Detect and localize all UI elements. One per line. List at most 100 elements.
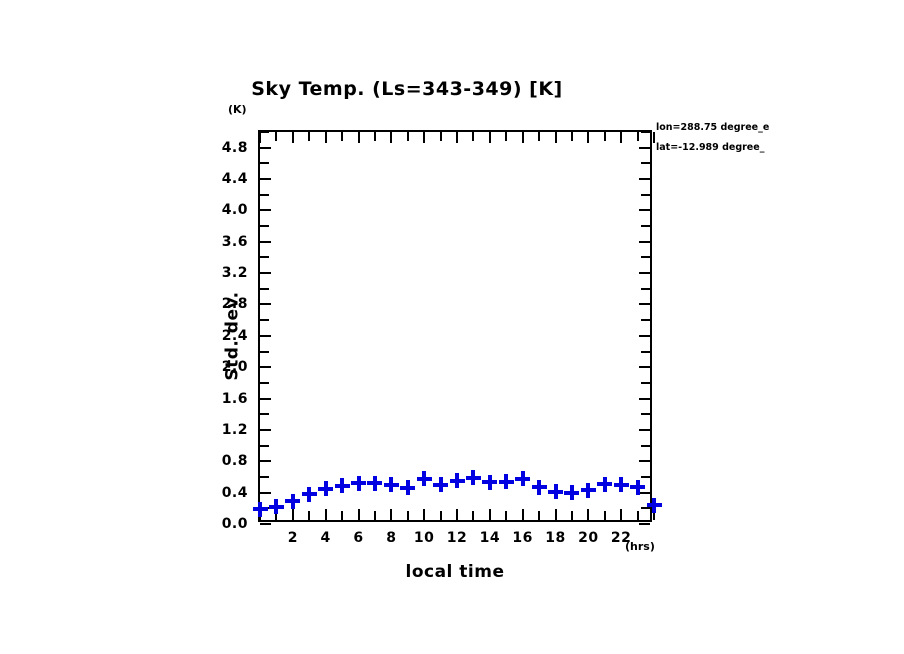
data-point-marker (433, 477, 449, 493)
chart-title: Sky Temp. (Ls=343-349) [K] (0, 78, 904, 100)
y-axis-tick (260, 146, 271, 149)
x-axis-tick (275, 132, 278, 141)
x-axis-tick (308, 511, 311, 520)
x-axis-tick (587, 132, 590, 143)
y-axis-tick (260, 287, 269, 290)
x-axis-tick-label: 10 (413, 530, 435, 546)
y-axis-tick (260, 523, 271, 525)
x-axis-tick (505, 132, 508, 141)
x-axis-tick (603, 132, 606, 141)
x-axis-tick-label: 20 (578, 530, 599, 546)
y-axis-tick (260, 162, 269, 165)
data-point-marker (367, 475, 383, 491)
y-axis-tick (260, 303, 271, 306)
data-point-marker (630, 479, 646, 495)
y-axis-tick-label: 0.0 (221, 516, 248, 532)
x-axis-tick (373, 132, 376, 141)
y-axis-tick-label: 4.0 (221, 202, 248, 219)
y-axis-tick (260, 334, 271, 337)
x-axis-tick-label: 16 (512, 530, 533, 546)
data-point-marker (334, 478, 350, 494)
y-axis-tick (639, 272, 650, 275)
y-axis-tick (260, 428, 271, 431)
y-axis-title: Std. dev. (222, 291, 243, 381)
data-point-marker (416, 471, 432, 487)
x-axis-tick (406, 511, 409, 520)
y-axis-tick-label: 1.6 (221, 390, 248, 407)
y-axis-tick (639, 428, 650, 431)
x-axis-unit-label: (hrs) (625, 540, 655, 553)
y-axis-tick (260, 491, 271, 494)
x-axis-tick (570, 132, 573, 141)
x-axis-tick-label: 2 (287, 530, 298, 546)
y-axis-tick (641, 381, 650, 384)
y-axis-tick (260, 475, 269, 478)
y-axis-tick (260, 366, 271, 369)
y-axis-unit-label: (K) (228, 103, 247, 116)
x-axis-tick (603, 511, 606, 520)
data-point-marker (548, 484, 563, 500)
x-axis-tick (488, 509, 491, 520)
x-axis-tick-label: 14 (479, 530, 501, 546)
y-axis-tick (641, 475, 650, 478)
data-point-marker (301, 486, 317, 502)
y-axis-tick (639, 303, 650, 306)
x-axis-tick (341, 511, 344, 520)
y-axis-tick (641, 225, 650, 228)
y-axis-tick (260, 131, 269, 133)
x-axis-tick (472, 511, 475, 520)
y-axis-tick (260, 256, 269, 259)
x-axis-tick-label: 22 (610, 530, 632, 546)
x-axis-tick (456, 132, 458, 143)
y-axis-tick (641, 256, 650, 259)
y-axis-tick (260, 240, 271, 243)
y-axis-tick-label: 4.8 (221, 139, 248, 156)
x-axis-tick (538, 511, 541, 520)
y-axis-tick-label: 2.4 (221, 327, 248, 344)
x-axis-tick (620, 509, 623, 520)
x-axis-tick (308, 132, 311, 141)
y-axis-tick-label: 4.4 (221, 171, 248, 188)
x-axis-tick (456, 509, 458, 520)
y-axis-tick (260, 397, 271, 400)
data-point-marker (531, 479, 547, 495)
y-axis-tick-label: 0.8 (221, 453, 248, 470)
x-axis-tick (423, 132, 426, 143)
y-axis-tick (260, 444, 269, 447)
data-point-marker (465, 470, 481, 486)
data-point-marker (646, 497, 662, 513)
y-axis-tick (260, 381, 269, 384)
data-point-marker (613, 477, 629, 493)
x-axis-tick (324, 132, 327, 143)
annotation-lon: lon=288.75 degree_e (656, 122, 770, 133)
x-axis-tick (406, 132, 409, 141)
x-axis-tick (439, 511, 442, 520)
data-point-marker (400, 480, 416, 496)
x-axis-tick (275, 511, 278, 520)
x-axis-tick (357, 509, 360, 520)
data-point-marker (318, 481, 334, 497)
x-axis-tick (554, 509, 557, 520)
x-axis-tick (620, 132, 623, 143)
y-axis-tick (639, 209, 650, 212)
y-axis-tick (639, 491, 650, 494)
x-axis-tick-label: 8 (386, 530, 397, 546)
x-axis-tick (357, 132, 360, 143)
data-point-marker (498, 474, 514, 490)
y-axis-tick (260, 225, 269, 228)
x-axis-tick (373, 511, 376, 520)
data-point-marker (449, 473, 465, 489)
y-axis-tick (641, 193, 650, 196)
y-axis-tick (641, 162, 650, 165)
data-point-marker (383, 477, 399, 493)
chart-title-text: Sky Temp. (Ls=343-349) [K] (251, 78, 563, 100)
x-axis-tick (259, 132, 261, 143)
y-axis-tick (260, 193, 269, 196)
y-axis-tick (260, 209, 271, 212)
x-axis-tick (423, 509, 426, 520)
x-axis-tick (291, 509, 294, 520)
y-axis-tick (639, 240, 650, 243)
x-axis-tick (505, 511, 508, 520)
x-axis-tick (390, 132, 393, 143)
annotation-lat: lat=-12.989 degree_ (656, 142, 765, 153)
